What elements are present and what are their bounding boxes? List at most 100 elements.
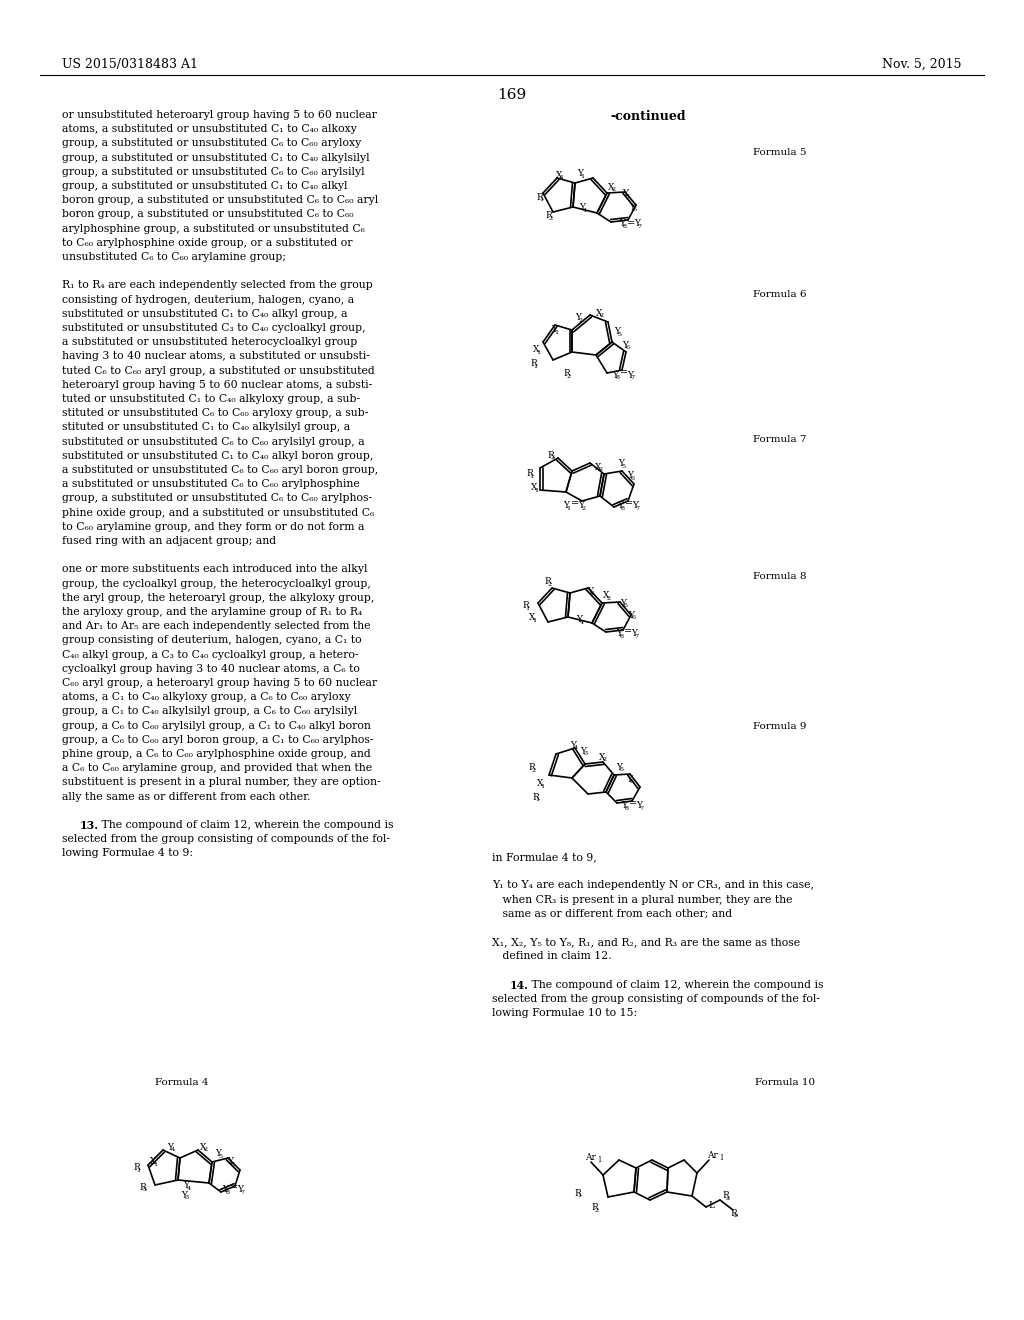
Text: 5: 5 — [617, 333, 622, 337]
Text: R: R — [522, 602, 528, 610]
Text: substituted or unsubstituted C₃ to C₄₀ cycloalkyl group,: substituted or unsubstituted C₃ to C₄₀ c… — [62, 323, 366, 333]
Text: b: b — [733, 1213, 737, 1218]
Text: 3: 3 — [184, 1195, 188, 1200]
Text: Y: Y — [631, 630, 637, 639]
Text: group, a C₁ to C₄₀ alkylsilyl group, a C₆ to C₆₀ arylsilyl: group, a C₁ to C₄₀ alkylsilyl group, a C… — [62, 706, 357, 717]
Text: X: X — [150, 1158, 157, 1167]
Text: 7: 7 — [636, 506, 640, 511]
Text: R: R — [528, 763, 535, 772]
Text: 2: 2 — [566, 374, 570, 379]
Text: Y: Y — [629, 202, 635, 211]
Text: 4: 4 — [171, 1147, 175, 1152]
Text: 8: 8 — [621, 506, 625, 511]
Text: Y: Y — [628, 610, 634, 619]
Text: a substituted or unsubstituted C₆ to C₆₀ arylphosphine: a substituted or unsubstituted C₆ to C₆₀… — [62, 479, 359, 490]
Text: 7: 7 — [631, 375, 635, 380]
Text: tuted or unsubstituted C₁ to C₄₀ alkyloxy group, a sub-: tuted or unsubstituted C₁ to C₄₀ alkylox… — [62, 393, 360, 404]
Text: Y: Y — [626, 775, 632, 784]
Text: R: R — [730, 1209, 736, 1217]
Text: Formula 8: Formula 8 — [753, 572, 807, 581]
Text: Y: Y — [579, 203, 585, 213]
Text: group, a substituted or unsubstituted C₆ to C₆₀ arylsilyl: group, a substituted or unsubstituted C₆… — [62, 166, 365, 177]
Text: Y: Y — [621, 801, 627, 810]
Text: Formula 4: Formula 4 — [155, 1078, 209, 1086]
Text: when CR₃ is present in a plural number, they are the: when CR₃ is present in a plural number, … — [492, 895, 793, 904]
Text: Y: Y — [617, 502, 623, 511]
Text: R₁ to R₄ are each independently selected from the group: R₁ to R₄ are each independently selected… — [62, 280, 373, 290]
Text: atoms, a substituted or unsubstituted C₁ to C₄₀ alkoxy: atoms, a substituted or unsubstituted C₁… — [62, 124, 357, 135]
Text: R: R — [574, 1188, 581, 1197]
Text: 1: 1 — [525, 606, 529, 611]
Text: 7: 7 — [635, 634, 639, 639]
Text: in Formulae 4 to 9,: in Formulae 4 to 9, — [492, 851, 597, 862]
Text: 8: 8 — [225, 1191, 229, 1195]
Text: Y: Y — [620, 598, 626, 607]
Text: a C₆ to C₆₀ arylamine group, and provided that when the: a C₆ to C₆₀ arylamine group, and provide… — [62, 763, 372, 774]
Text: group, a substituted or unsubstituted C₆ to C₆₀ arylphos-: group, a substituted or unsubstituted C₆… — [62, 494, 372, 503]
Text: group, a substituted or unsubstituted C₁ to C₄₀ alkylsilyl: group, a substituted or unsubstituted C₁… — [62, 153, 370, 162]
Text: Y: Y — [575, 615, 582, 624]
Text: R: R — [139, 1183, 145, 1192]
Text: Y: Y — [167, 1143, 173, 1151]
Text: Y: Y — [575, 314, 581, 322]
Text: X: X — [556, 170, 562, 180]
Text: Y: Y — [612, 371, 618, 380]
Text: selected from the group consisting of compounds of the fol-: selected from the group consisting of co… — [62, 834, 390, 845]
Text: 6: 6 — [626, 345, 630, 350]
Text: 169: 169 — [498, 88, 526, 102]
Text: X₁, X₂, Y₅ to Y₈, R₁, and R₂, and R₃ are the same as those: X₁, X₂, Y₅ to Y₈, R₁, and R₂, and R₃ are… — [492, 937, 800, 948]
Text: Y: Y — [577, 169, 583, 178]
Text: substituted or unsubstituted C₁ to C₄₀ alkyl boron group,: substituted or unsubstituted C₁ to C₄₀ a… — [62, 451, 374, 461]
Text: X: X — [537, 780, 544, 788]
Text: tuted C₆ to C₆₀ aryl group, a substituted or unsubstituted: tuted C₆ to C₆₀ aryl group, a substitute… — [62, 366, 375, 376]
Text: R: R — [526, 470, 532, 479]
Text: Y: Y — [618, 459, 624, 469]
Text: 1: 1 — [555, 330, 559, 335]
Text: Formula 6: Formula 6 — [753, 290, 807, 300]
Text: The compound of claim 12, wherein the compound is: The compound of claim 12, wherein the co… — [528, 979, 823, 990]
Text: a: a — [726, 1196, 729, 1201]
Text: lowing Formulae 10 to 15:: lowing Formulae 10 to 15: — [492, 1008, 637, 1018]
Text: Y: Y — [627, 371, 633, 380]
Text: X: X — [596, 309, 602, 318]
Text: 2: 2 — [579, 318, 583, 323]
Text: heteroaryl group having 5 to 60 nuclear atoms, a substi-: heteroaryl group having 5 to 60 nuclear … — [62, 380, 373, 389]
Text: =: = — [230, 1184, 238, 1192]
Text: and Ar₁ to Ar₅ are each independently selected from the: and Ar₁ to Ar₅ are each independently se… — [62, 622, 371, 631]
Text: substituted or unsubstituted C₆ to C₆₀ arylsilyl group, a: substituted or unsubstituted C₆ to C₆₀ a… — [62, 437, 365, 446]
Text: Y: Y — [634, 219, 640, 228]
Text: 1: 1 — [559, 176, 563, 180]
Text: to C₆₀ arylphosphine oxide group, or a substituted or: to C₆₀ arylphosphine oxide group, or a s… — [62, 238, 352, 248]
Text: group, a substituted or unsubstituted C₆ to C₆₀ aryloxy: group, a substituted or unsubstituted C₆… — [62, 139, 361, 148]
Text: 4: 4 — [573, 744, 578, 750]
Text: 1: 1 — [535, 488, 539, 492]
Text: Formula 9: Formula 9 — [753, 722, 807, 731]
Text: Y: Y — [580, 747, 586, 755]
Text: the aryloxy group, and the arylamine group of R₁ to R₄: the aryloxy group, and the arylamine gro… — [62, 607, 362, 616]
Text: R: R — [545, 211, 552, 220]
Text: Y: Y — [636, 801, 642, 810]
Text: 5: 5 — [142, 1187, 146, 1192]
Text: 2: 2 — [531, 768, 536, 774]
Text: 1: 1 — [532, 618, 537, 623]
Text: =: = — [571, 499, 579, 508]
Text: X: X — [531, 483, 538, 492]
Text: X: X — [608, 182, 614, 191]
Text: group, a C₆ to C₆₀ aryl boron group, a C₁ to C₆₀ arylphos-: group, a C₆ to C₆₀ aryl boron group, a C… — [62, 735, 374, 744]
Text: 8: 8 — [625, 807, 629, 810]
Text: having 3 to 40 nuclear atoms, a substituted or unsubsti-: having 3 to 40 nuclear atoms, a substitu… — [62, 351, 370, 362]
Text: boron group, a substituted or unsubstituted C₆ to C₆₀ aryl: boron group, a substituted or unsubstitu… — [62, 195, 378, 205]
Text: a substituted or unsubstituted heterocycloalkyl group: a substituted or unsubstituted heterocyc… — [62, 337, 357, 347]
Text: 5: 5 — [620, 767, 624, 772]
Text: 13.: 13. — [80, 820, 99, 832]
Text: Y: Y — [622, 341, 628, 350]
Text: 5: 5 — [218, 1154, 222, 1159]
Text: consisting of hydrogen, deuterium, halogen, cyano, a: consisting of hydrogen, deuterium, halog… — [62, 294, 354, 305]
Text: cycloalkyl group having 3 to 40 nuclear atoms, a C₆ to: cycloalkyl group having 3 to 40 nuclear … — [62, 664, 359, 673]
Text: 2: 2 — [548, 582, 552, 587]
Text: =: = — [625, 499, 633, 508]
Text: Formula 10: Formula 10 — [755, 1078, 815, 1086]
Text: 2: 2 — [551, 455, 555, 459]
Text: Y: Y — [237, 1185, 243, 1195]
Text: 1: 1 — [154, 1162, 158, 1167]
